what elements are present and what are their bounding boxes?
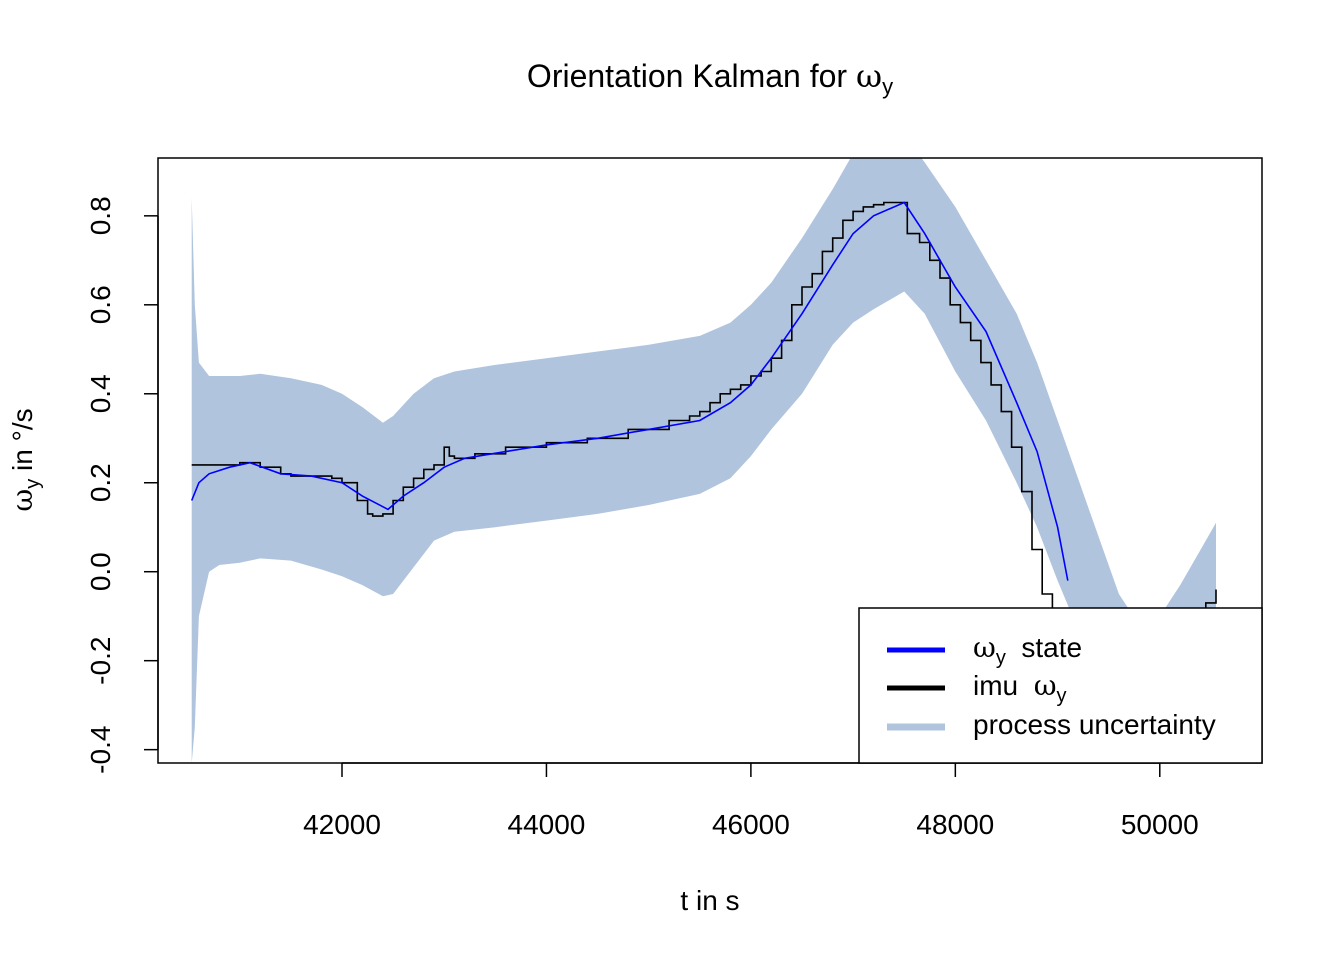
imu-omega-line: [191, 201, 1217, 662]
x-tick-label: 42000: [303, 809, 381, 840]
state-omega-line: [190, 201, 1069, 581]
y-tick-label: -0.4: [85, 726, 116, 774]
y-tick-label: 0.2: [85, 463, 116, 502]
x-tick-label: 50000: [1121, 809, 1199, 840]
x-axis-label: t in s: [680, 885, 739, 916]
legend: ωy state imu ωy process uncertainty: [858, 607, 1263, 764]
x-tick-label: 44000: [508, 809, 586, 840]
x-tick-label: 48000: [916, 809, 994, 840]
legend-label-imu: imu ωy: [973, 669, 1067, 707]
y-tick-label: 0.6: [85, 285, 116, 324]
y-tick-label: -0.2: [85, 637, 116, 685]
y-tick-label: 0.4: [85, 374, 116, 413]
x-tick-label: 46000: [712, 809, 790, 840]
y-axis-label: ωy in °/s: [6, 408, 44, 511]
legend-box: [858, 607, 1263, 764]
y-tick-label: 0.0: [85, 552, 116, 591]
y-axis: -0.4 -0.2 0.0 0.2 0.4 0.6 0.8: [85, 196, 159, 774]
y-tick-label: 0.8: [85, 196, 116, 235]
chart-title: Orientation Kalman for ωy: [527, 57, 893, 99]
legend-label-uncertainty: process uncertainty: [973, 709, 1216, 740]
legend-label-state: ωy state: [973, 631, 1082, 669]
x-axis: 42000 44000 46000 48000 50000: [303, 762, 1199, 840]
